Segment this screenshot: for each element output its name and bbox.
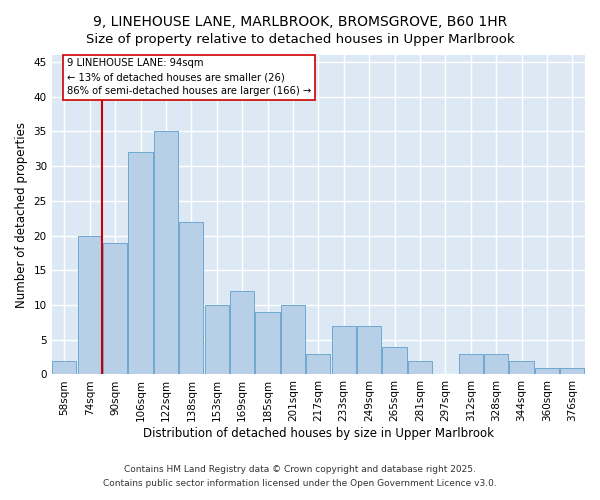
Bar: [205, 305, 229, 374]
Bar: [535, 368, 559, 374]
Bar: [154, 132, 178, 374]
Bar: [179, 222, 203, 374]
Text: Size of property relative to detached houses in Upper Marlbrook: Size of property relative to detached ho…: [86, 32, 514, 46]
Bar: [357, 326, 381, 374]
Bar: [77, 236, 102, 374]
Bar: [230, 291, 254, 374]
Text: Contains HM Land Registry data © Crown copyright and database right 2025.
Contai: Contains HM Land Registry data © Crown c…: [103, 466, 497, 487]
Bar: [458, 354, 483, 374]
Bar: [256, 312, 280, 374]
Bar: [128, 152, 152, 374]
Bar: [103, 242, 127, 374]
Bar: [52, 360, 76, 374]
Bar: [332, 326, 356, 374]
Bar: [560, 368, 584, 374]
Y-axis label: Number of detached properties: Number of detached properties: [15, 122, 28, 308]
Text: 9 LINEHOUSE LANE: 94sqm
← 13% of detached houses are smaller (26)
86% of semi-de: 9 LINEHOUSE LANE: 94sqm ← 13% of detache…: [67, 58, 311, 96]
X-axis label: Distribution of detached houses by size in Upper Marlbrook: Distribution of detached houses by size …: [143, 427, 494, 440]
Bar: [509, 360, 533, 374]
Text: 9, LINEHOUSE LANE, MARLBROOK, BROMSGROVE, B60 1HR: 9, LINEHOUSE LANE, MARLBROOK, BROMSGROVE…: [93, 15, 507, 29]
Bar: [281, 305, 305, 374]
Bar: [306, 354, 331, 374]
Bar: [484, 354, 508, 374]
Bar: [382, 346, 407, 374]
Bar: [408, 360, 432, 374]
